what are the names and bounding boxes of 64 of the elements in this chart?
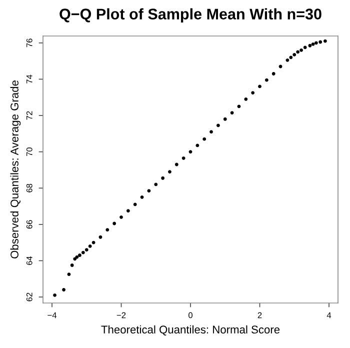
point	[292, 52, 296, 56]
point	[53, 293, 56, 297]
point	[147, 189, 151, 193]
point	[300, 48, 303, 52]
y-axis-title: Observed Quantiles: Average Grade	[10, 80, 21, 258]
point	[210, 130, 213, 134]
point	[133, 202, 137, 206]
y-tick-label: 76	[26, 38, 32, 48]
point	[230, 111, 234, 114]
point	[174, 162, 178, 166]
point	[303, 46, 307, 50]
point	[120, 215, 123, 219]
point	[161, 176, 164, 180]
point	[140, 195, 144, 199]
x-tick-label: −2	[116, 312, 126, 318]
y-tick-label: 70	[26, 147, 32, 156]
point	[73, 257, 77, 261]
point	[318, 40, 322, 44]
point	[62, 288, 66, 292]
point	[84, 248, 88, 252]
point	[67, 272, 71, 276]
point	[264, 78, 268, 82]
point	[70, 264, 74, 267]
y-tick-label: 66	[26, 220, 32, 229]
point	[154, 182, 158, 186]
point	[78, 254, 82, 257]
point	[106, 228, 110, 232]
point	[286, 58, 290, 62]
x-tick-label: 4	[326, 312, 332, 318]
point	[188, 150, 192, 154]
point	[223, 117, 227, 121]
y-tick-label: 62	[26, 292, 32, 302]
point	[308, 44, 312, 48]
x-tick-label: 2	[258, 312, 262, 318]
point	[258, 84, 262, 88]
point	[88, 244, 92, 248]
point	[237, 104, 241, 108]
point	[311, 42, 315, 46]
point	[296, 50, 300, 54]
point	[81, 250, 85, 254]
y-tick-label: 68	[26, 184, 32, 192]
point	[289, 56, 293, 60]
point	[272, 72, 276, 76]
point	[196, 144, 200, 148]
point	[92, 240, 96, 244]
point	[202, 137, 206, 141]
point	[244, 97, 248, 101]
point	[314, 41, 318, 45]
point	[126, 209, 130, 212]
x-axis-title: Theoretical Quantiles: Normal Score	[101, 325, 280, 336]
y-tick-label: 74	[26, 74, 32, 84]
point	[251, 91, 255, 95]
x-tick-label: 0	[188, 312, 192, 318]
point	[216, 124, 220, 128]
y-tick-label: 64	[26, 256, 32, 265]
point	[323, 39, 327, 43]
x-tick-label: −4	[48, 312, 57, 318]
chart-title: Q−Q Plot of Sample Mean With n=30	[60, 8, 322, 23]
point	[98, 235, 102, 239]
y-tick-label: 72	[26, 111, 32, 120]
point	[112, 222, 116, 226]
point	[168, 170, 172, 174]
point	[182, 156, 186, 160]
point	[75, 255, 79, 259]
